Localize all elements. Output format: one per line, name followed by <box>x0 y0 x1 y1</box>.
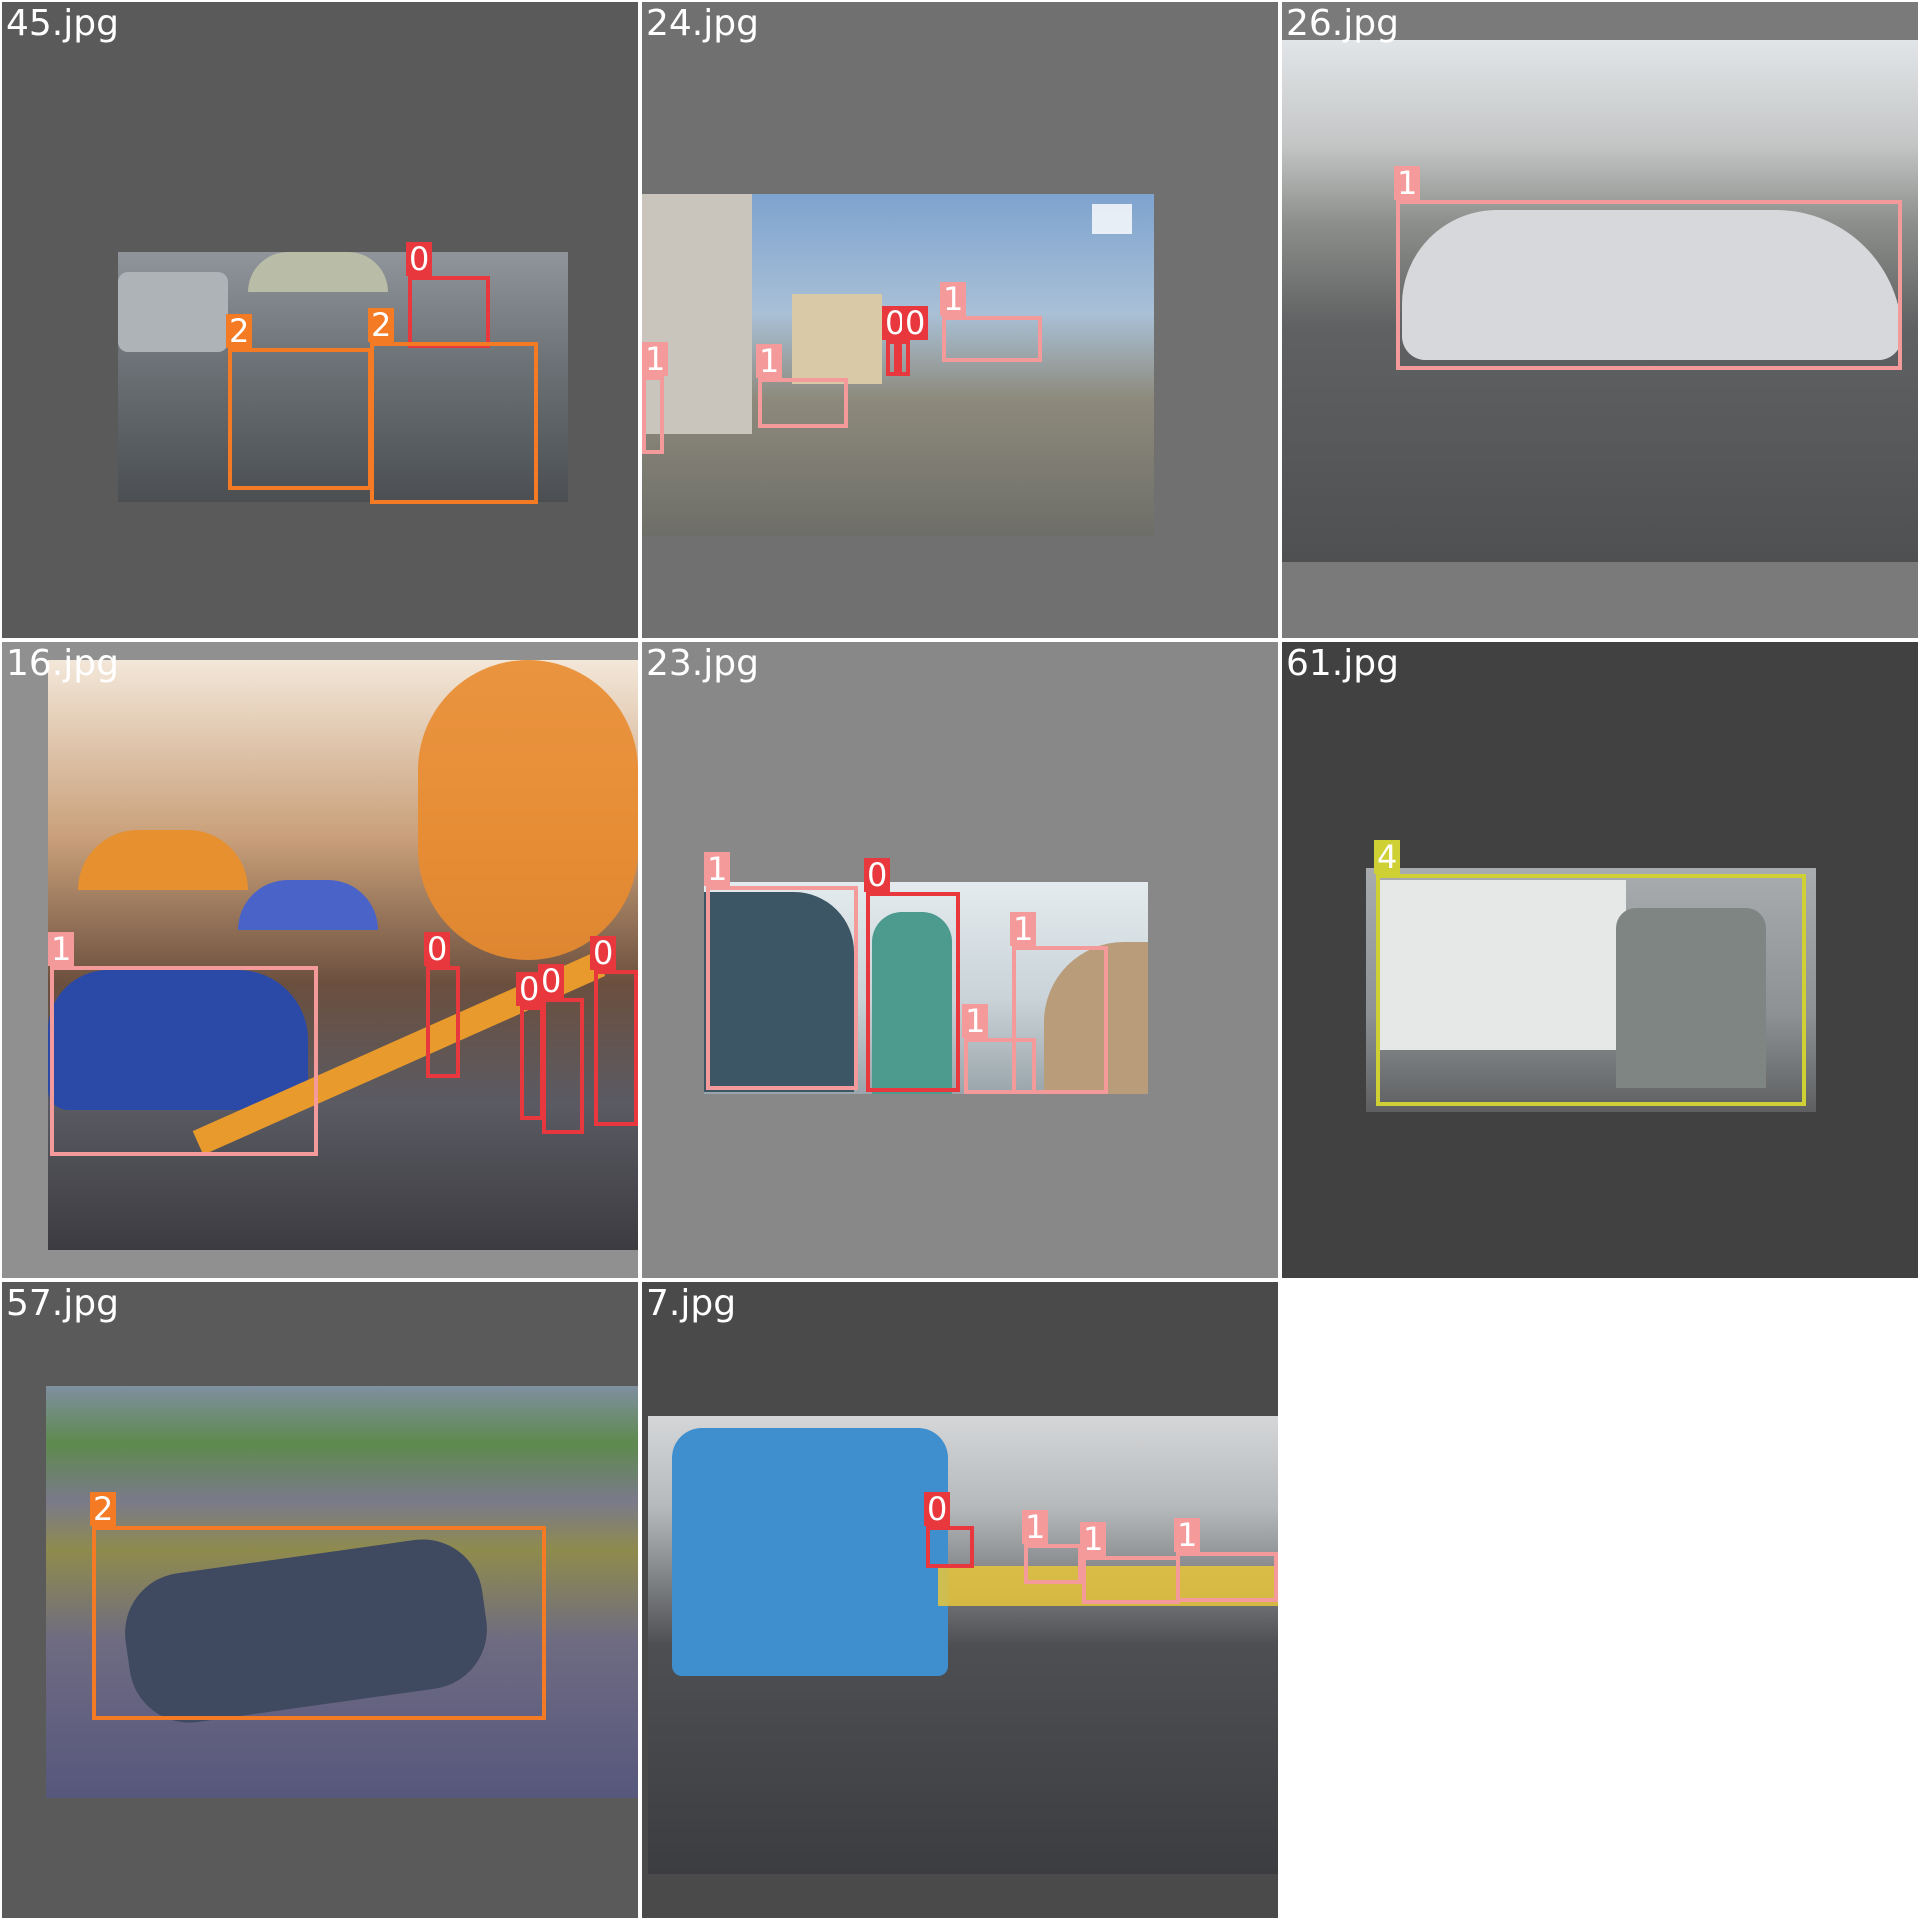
tile-filename: 24.jpg <box>646 3 759 44</box>
photo-autumn-street <box>48 660 638 1250</box>
bbox-label: 0 <box>424 932 451 966</box>
bbox-label: 1 <box>962 1004 989 1038</box>
bbox-label: 1 <box>48 932 75 966</box>
bbox-class-1 <box>642 376 664 454</box>
bbox-class-1 <box>1396 200 1902 370</box>
bbox-class-0 <box>886 340 898 376</box>
photo-rainy-scooters <box>118 252 568 502</box>
bbox-label: 1 <box>1010 912 1037 946</box>
bbox-class-0 <box>520 1006 544 1120</box>
bbox-label: 0 <box>902 306 929 340</box>
photo-fallen-motorcycle <box>46 1386 638 1798</box>
bbox-class-1 <box>1024 1544 1082 1584</box>
tile-filename: 57.jpg <box>6 1283 119 1324</box>
bbox-label: 0 <box>924 1492 951 1526</box>
bbox-label: 2 <box>368 308 395 342</box>
bbox-label: 2 <box>226 314 253 348</box>
bbox-label: 1 <box>1022 1510 1049 1544</box>
bbox-label: 1 <box>1394 166 1421 200</box>
bbox-class-1 <box>758 378 848 428</box>
tile-23: 23.jpg 1 0 1 1 <box>642 642 1278 1278</box>
bbox-label: 1 <box>642 342 669 376</box>
bbox-label: 2 <box>90 1492 117 1526</box>
bbox-class-0 <box>426 966 460 1078</box>
bbox-class-0 <box>898 340 910 376</box>
bbox-label: 1 <box>1080 1522 1107 1556</box>
bbox-class-2 <box>92 1526 546 1720</box>
bbox-class-1 <box>964 1038 1036 1094</box>
bbox-label: 0 <box>864 858 891 892</box>
bbox-class-1 <box>942 316 1042 362</box>
bbox-class-0 <box>408 276 490 348</box>
tile-57: 57.jpg 2 <box>2 1282 638 1918</box>
bbox-label: 1 <box>704 852 731 886</box>
tile-filename: 61.jpg <box>1286 643 1399 684</box>
bbox-label: 1 <box>1174 1518 1201 1552</box>
bbox-label: 1 <box>756 344 783 378</box>
tile-16: 16.jpg 1 0 0 0 0 <box>2 642 638 1278</box>
bbox-class-0 <box>866 892 960 1092</box>
bbox-class-0 <box>926 1526 974 1568</box>
bbox-label: 0 <box>406 242 433 276</box>
bbox-label: 4 <box>1374 840 1401 874</box>
photo-car-showroom <box>704 882 1148 1094</box>
bbox-class-0 <box>594 970 638 1126</box>
bbox-class-4 <box>1376 874 1806 1106</box>
tile-filename: 45.jpg <box>6 3 119 44</box>
tile-61: 61.jpg 4 <box>1282 642 1918 1278</box>
bbox-class-1 <box>1176 1552 1278 1602</box>
empty-grid-cell <box>1282 1282 1918 1918</box>
bbox-class-1 <box>1082 1556 1180 1604</box>
photo-damaged-car <box>1282 40 1918 562</box>
tile-45: 45.jpg 0 2 2 <box>2 2 638 638</box>
tile-7: 7.jpg 0 1 1 1 <box>642 1282 1278 1918</box>
photo-city-bus <box>648 1416 1278 1874</box>
bbox-class-2 <box>370 342 538 504</box>
photo-truck <box>1366 868 1816 1112</box>
tile-filename: 23.jpg <box>646 643 759 684</box>
bbox-label: 0 <box>538 964 565 998</box>
bbox-class-1 <box>706 886 858 1090</box>
bbox-label: 0 <box>590 936 617 970</box>
bbox-label: 0 <box>516 972 543 1006</box>
bbox-class-2 <box>228 348 372 490</box>
bbox-class-0 <box>542 998 584 1134</box>
bbox-class-1 <box>1012 946 1108 1094</box>
bbox-class-1 <box>50 966 318 1156</box>
tile-filename: 16.jpg <box>6 643 119 684</box>
bbox-label: 1 <box>940 282 967 316</box>
tile-filename: 7.jpg <box>646 1283 737 1324</box>
tile-filename: 26.jpg <box>1286 3 1399 44</box>
tile-24: 24.jpg 1 1 0 0 1 <box>642 2 1278 638</box>
tile-26: 26.jpg 1 <box>1282 2 1918 638</box>
